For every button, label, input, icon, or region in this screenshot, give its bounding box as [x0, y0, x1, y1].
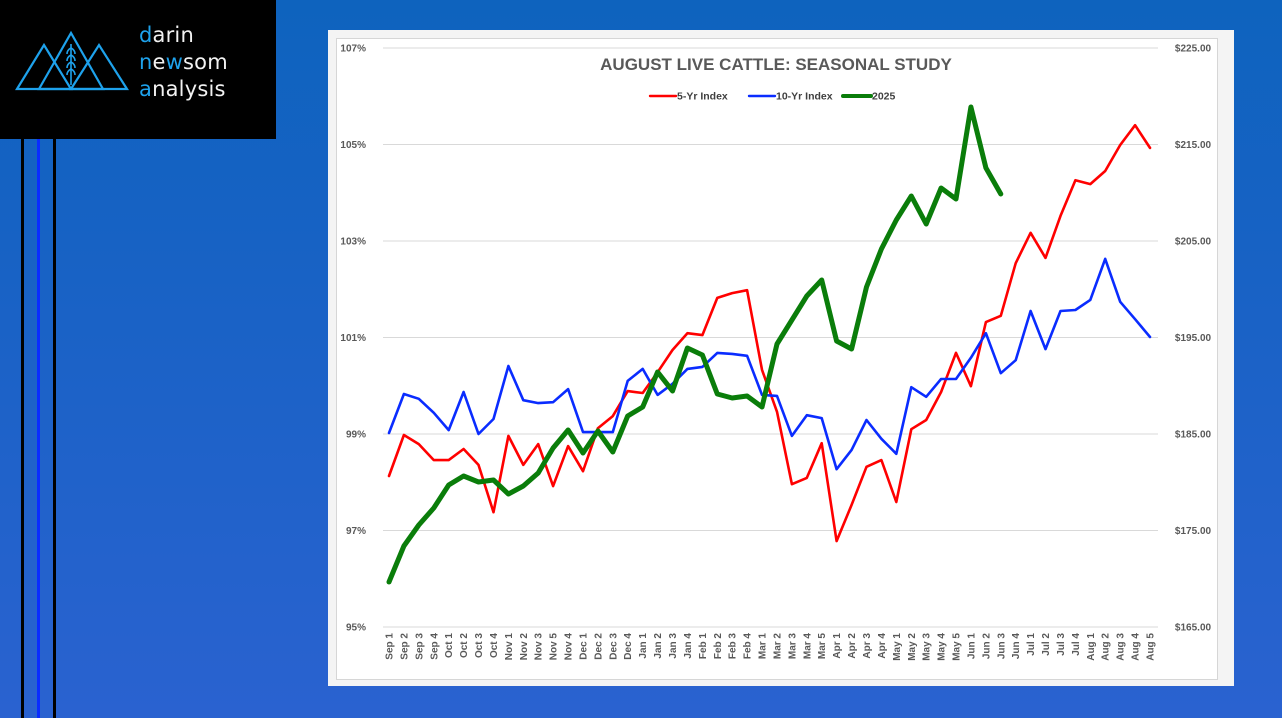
x-axis-tick-label: Mar 4	[802, 633, 813, 660]
legend-label: 2025	[872, 91, 896, 103]
mountains-wheat-icon	[15, 30, 130, 91]
decorative-stripe-black	[21, 139, 24, 718]
x-axis-tick-label: Jun 3	[996, 633, 1007, 660]
decorative-stripe-black	[53, 139, 56, 718]
x-axis-tick-label: Nov 1	[504, 633, 515, 661]
left-axis-ticks: 95% 97% 99% 101% 103% 105% 107%	[340, 44, 366, 634]
logo-wordmark: darin newsom analysis	[139, 22, 228, 103]
x-axis-tick-label: Nov 2	[519, 633, 530, 661]
x-axis-ticks: Sep 1 Sep 2 Sep 3 Sep 4 Oct 1 Oct 2 Oct 3 Oct 4…	[385, 633, 1157, 661]
logo-line-analysis: analysis	[139, 77, 226, 101]
x-axis-tick-label: Mar 1	[758, 633, 769, 660]
x-axis-tick-label: Dec 3	[608, 633, 619, 660]
x-axis-tick-label: Mar 5	[817, 633, 828, 660]
x-axis-tick-label: Jul 4	[1071, 633, 1082, 656]
x-axis-tick-label: Mar 3	[787, 633, 798, 660]
legend-label: 10-Yr Index	[776, 91, 833, 103]
x-axis-tick-label: Dec 2	[593, 633, 604, 660]
x-axis-tick-label: May 5	[952, 633, 963, 661]
decorative-stripe-blue	[37, 139, 40, 718]
x-axis-tick-label: Apr 3	[862, 633, 873, 659]
left-axis-tick-label: 99%	[346, 430, 366, 441]
legend-item: 10-Yr Index	[747, 91, 833, 103]
x-axis-tick-label: Sep 4	[429, 633, 440, 660]
series-lines	[386, 104, 1152, 585]
x-axis-tick-label: Feb 4	[743, 633, 754, 660]
x-axis-tick-label: Apr 1	[832, 633, 843, 659]
x-axis-tick-label: May 4	[937, 633, 948, 661]
right-axis-tick-label: $165.00	[1175, 623, 1212, 634]
logo-line-newsom: newsom	[139, 50, 228, 74]
x-axis-tick-label: May 3	[922, 633, 933, 661]
left-axis-tick-label: 105%	[340, 140, 366, 151]
seasonal-line-chart: 95% 97% 99% 101% 103% 105% 107% $165.00 $175.00…	[340, 44, 1212, 661]
x-axis-tick-label: Jan 4	[683, 633, 694, 659]
x-axis-tick-label: May 2	[907, 633, 918, 661]
left-axis-tick-label: 97%	[346, 526, 366, 537]
x-axis-tick-label: Oct 1	[444, 633, 455, 658]
right-axis-tick-label: $175.00	[1175, 526, 1212, 537]
x-axis-tick-label: Sep 2	[399, 633, 410, 660]
x-axis-tick-label: Dec 4	[623, 633, 634, 660]
chart-frame: 95% 97% 99% 101% 103% 105% 107% $165.00 $175.00…	[328, 30, 1234, 686]
x-axis-tick-label: Jan 1	[638, 633, 649, 659]
x-axis-tick-label: Apr 2	[847, 633, 858, 659]
right-axis-ticks: $165.00 $175.00 $185.00 $195.00 $205.00 $215.…	[1175, 44, 1212, 634]
x-axis-tick-label: Aug 2	[1101, 633, 1112, 661]
logo-panel: darin newsom analysis	[0, 0, 276, 139]
series-line-5-yr-index	[387, 123, 1152, 543]
left-axis-tick-label: 95%	[346, 623, 366, 634]
x-axis-tick-label: Mar 2	[772, 633, 783, 660]
series-line-10-yr-index	[387, 257, 1152, 471]
x-axis-tick-label: Apr 4	[877, 633, 888, 659]
x-axis-tick-label: Aug 4	[1131, 633, 1142, 661]
x-axis-tick-label: Feb 3	[728, 633, 739, 660]
legend-item: 5-Yr Index	[648, 91, 728, 103]
x-axis-tick-label: Nov 4	[564, 633, 575, 661]
logo-line-darin: darin	[139, 23, 194, 47]
x-axis-tick-label: Dec 1	[578, 633, 589, 660]
x-axis-tick-label: Aug 1	[1086, 633, 1097, 661]
x-axis-tick-label: Oct 4	[489, 633, 500, 658]
x-axis-tick-label: Jun 1	[966, 633, 977, 660]
gridlines	[383, 47, 1158, 628]
right-axis-tick-label: $215.00	[1175, 140, 1212, 151]
right-axis-tick-label: $225.00	[1175, 44, 1212, 55]
right-axis-tick-label: $195.00	[1175, 333, 1212, 344]
x-axis-tick-label: Sep 1	[385, 633, 396, 660]
chart-legend: 5-Yr Index 10-Yr Index 2025	[648, 91, 896, 103]
left-axis-tick-label: 101%	[340, 333, 366, 344]
chart-title: AUGUST LIVE CATTLE: SEASONAL STUDY	[600, 55, 952, 74]
x-axis-tick-label: Aug 3	[1116, 633, 1127, 661]
x-axis-tick-label: Aug 5	[1146, 633, 1157, 661]
x-axis-tick-label: Jun 4	[1011, 633, 1022, 660]
right-axis-tick-label: $185.00	[1175, 430, 1212, 441]
x-axis-tick-label: Jul 1	[1026, 633, 1037, 656]
x-axis-tick-label: May 1	[892, 633, 903, 661]
legend-item: 2025	[841, 91, 896, 103]
x-axis-tick-label: Jul 3	[1056, 633, 1067, 656]
x-axis-tick-label: Sep 3	[414, 633, 425, 660]
x-axis-tick-label: Oct 2	[459, 633, 470, 658]
right-axis-tick-label: $205.00	[1175, 237, 1212, 248]
x-axis-tick-label: Jan 2	[653, 633, 664, 659]
left-axis-tick-label: 107%	[340, 44, 366, 55]
x-axis-tick-label: Feb 1	[698, 633, 709, 660]
left-axis-tick-label: 103%	[340, 237, 366, 248]
x-axis-tick-label: Jun 2	[981, 633, 992, 660]
x-axis-tick-label: Jul 2	[1041, 633, 1052, 656]
x-axis-tick-label: Nov 3	[534, 633, 545, 661]
x-axis-tick-label: Oct 3	[474, 633, 485, 658]
x-axis-tick-label: Nov 5	[549, 633, 560, 661]
series-line-2025	[386, 104, 1004, 585]
legend-label: 5-Yr Index	[677, 91, 728, 103]
x-axis-tick-label: Feb 2	[713, 633, 724, 660]
x-axis-tick-label: Jan 3	[668, 633, 679, 659]
